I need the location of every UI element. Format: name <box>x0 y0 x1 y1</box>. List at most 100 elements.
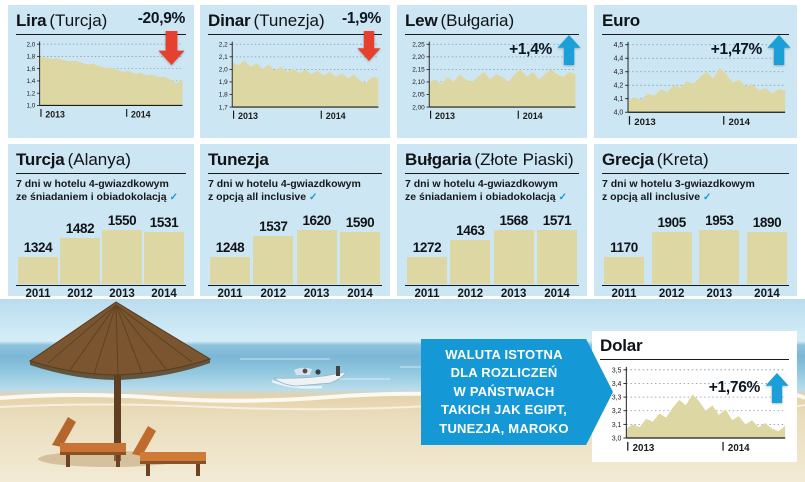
bar-year-label: 2014 <box>347 288 373 300</box>
svg-text:3,5: 3,5 <box>612 367 622 374</box>
bar-2012: 1905 <box>651 215 692 284</box>
bar-value: 1324 <box>23 240 53 255</box>
euro-chart: 4,5 4,4 4,3 4,2 4,1 4,0 2013 2014 <box>602 38 789 133</box>
bar-row: 1324 1482 1550 1531 <box>16 211 186 284</box>
svg-text:4,1: 4,1 <box>614 96 624 103</box>
offer-line-1: 7 dni w hotelu 4-gwiazdkowym <box>16 178 169 190</box>
country-name: Tunezja <box>208 150 269 169</box>
title-rule <box>602 173 789 174</box>
bar <box>102 230 142 284</box>
currency-country: (Bułgaria) <box>440 11 515 30</box>
bar-year-label: 2013 <box>500 288 527 300</box>
svg-text:2,2: 2,2 <box>219 42 228 49</box>
tunezja-bar-chart: 1248 1537 1620 1590 2011 2012 2013 2014 <box>208 211 382 300</box>
panel-dolar: Dolar +1,76% 3,5 3,4 3,3 3,2 3,1 3,0 2013 2014 <box>592 331 797 462</box>
dinar-chart: 2,2 2,1 2,0 1,9 1,8 1,7 2013 2014 <box>208 38 382 127</box>
currency-country: (Turcja) <box>49 11 108 30</box>
callout-line: W PAŃSTWACH <box>453 383 555 399</box>
dolar-chart: 3,5 3,4 3,3 3,2 3,1 3,0 2013 2014 <box>600 363 789 459</box>
bar-year-label: 2013 <box>109 288 135 300</box>
svg-text:1,4: 1,4 <box>27 78 36 85</box>
bar-value: 1482 <box>65 221 95 236</box>
bar-row: 1272 1463 1568 1571 <box>405 211 579 284</box>
up-arrow-icon <box>557 35 581 65</box>
bar-year-label: 2012 <box>260 288 287 300</box>
bar-value: 1170 <box>610 240 638 255</box>
bar-year-label: 2011 <box>25 288 51 300</box>
svg-text:4,4: 4,4 <box>614 56 624 63</box>
svg-text:2014: 2014 <box>729 117 751 128</box>
check-icon: ✓ <box>703 192 712 203</box>
euro-area-svg: 4,5 4,4 4,3 4,2 4,1 4,0 2013 2014 <box>614 41 786 128</box>
bar-value: 1620 <box>302 213 331 228</box>
offer-line-1: 7 dni w hotelu 4-gwiazdkowym <box>208 178 361 190</box>
bar <box>210 257 250 284</box>
svg-text:2013: 2013 <box>633 443 655 454</box>
panel-title: Lira (Turcja) <box>16 10 186 32</box>
svg-text:3,2: 3,2 <box>612 408 622 415</box>
panel-title: Dinar (Tunezja) <box>208 10 382 32</box>
title-rule <box>208 173 382 174</box>
svg-text:2013: 2013 <box>238 111 258 121</box>
change-badge-dinar: -1,9% <box>342 10 381 61</box>
panel-lira: Lira (Turcja) -20,9% 2,0 1,8 1,6 1,4 1,2 1,0 20… <box>8 5 194 138</box>
currency-name: Euro <box>602 11 640 30</box>
svg-text:2013: 2013 <box>634 117 655 128</box>
panel-tunezja: Tunezja 7 dni w hotelu 4-gwiazdkowym z o… <box>200 144 390 300</box>
svg-text:2,20: 2,20 <box>412 54 425 61</box>
offer-description: 7 dni w hotelu 4-gwiazdkowym z opcją all… <box>208 178 382 204</box>
bar-2011: 1248 <box>210 240 250 284</box>
bar-value: 1463 <box>456 223 485 238</box>
bar-2013: 1953 <box>699 213 740 284</box>
title-rule <box>602 34 789 35</box>
bar-value: 1890 <box>752 215 782 230</box>
offer-description: 7 dni w hotelu 3-gwiazdkowym z opcją all… <box>602 178 789 204</box>
resort-name: (Alanya) <box>67 150 131 169</box>
offer-line-2: ze śniadaniem i obiadokolacją ✓ <box>405 191 567 203</box>
bar-2014: 1571 <box>536 213 577 284</box>
country-name: Bułgaria <box>405 150 472 169</box>
currency-name: Dolar <box>600 336 643 355</box>
svg-text:2,05: 2,05 <box>412 92 425 99</box>
change-percent: -20,9% <box>137 10 186 27</box>
panel-title: Bułgaria (Złote Piaski) <box>405 149 579 171</box>
change-percent: +1,47% <box>710 41 763 58</box>
bar-year-label: 2011 <box>414 288 440 300</box>
panel-title: Tunezja <box>208 149 382 171</box>
bar-2011: 1170 <box>604 240 644 284</box>
svg-text:3,3: 3,3 <box>612 395 622 402</box>
svg-text:2014: 2014 <box>728 443 750 454</box>
bar-2011: 1324 <box>18 240 58 284</box>
bar-year-label: 2014 <box>544 288 570 300</box>
bar-value: 1905 <box>657 215 686 230</box>
bar-year-label: 2013 <box>303 288 330 300</box>
bar-2012: 1537 <box>253 219 294 284</box>
currency-name: Lira <box>16 11 47 30</box>
currency-country: (Tunezja) <box>253 11 325 30</box>
offer-description: 7 dni w hotelu 4-gwiazdkowym ze śniadani… <box>16 178 186 204</box>
lew-area-svg: 2,25 2,20 2,15 2,10 2,05 2,00 2013 2014 <box>412 42 576 121</box>
svg-text:2,15: 2,15 <box>412 67 425 74</box>
svg-text:4,3: 4,3 <box>614 69 624 76</box>
panel-title: Euro <box>602 10 789 32</box>
resort-name: (Złote Piaski) <box>474 150 574 169</box>
bar <box>450 240 491 284</box>
bar-chart-axis: 2011 2012 2013 2014 <box>602 285 789 300</box>
bar-year-label: 2012 <box>457 288 484 300</box>
svg-text:4,0: 4,0 <box>614 110 624 117</box>
svg-text:2,00: 2,00 <box>412 104 425 111</box>
bar <box>144 232 184 284</box>
svg-text:1,8: 1,8 <box>219 92 228 99</box>
dolar-area-svg: 3,5 3,4 3,3 3,2 3,1 3,0 2013 2014 <box>612 366 786 454</box>
bar-value: 1590 <box>345 215 375 230</box>
panel-dinar: Dinar (Tunezja) -1,9% 2,2 2,1 2,0 1,9 1,8 1,7 2… <box>200 5 390 138</box>
change-percent: -1,9% <box>342 10 381 27</box>
offer-line-2: z opcją all inclusive ✓ <box>602 191 712 203</box>
bar <box>253 236 294 284</box>
offer-line-1: 7 dni w hotelu 4-gwiazdkowym <box>405 178 558 190</box>
svg-text:3,4: 3,4 <box>612 381 622 388</box>
bar-chart-axis: 2011 2012 2013 2014 <box>16 285 186 300</box>
svg-text:2014: 2014 <box>326 111 346 121</box>
panel-euro: Euro +1,47% 4,5 4,4 4,3 4,2 4,1 4,0 2013 2014 <box>594 5 797 138</box>
change-badge-lew: +1,4% <box>509 35 581 65</box>
